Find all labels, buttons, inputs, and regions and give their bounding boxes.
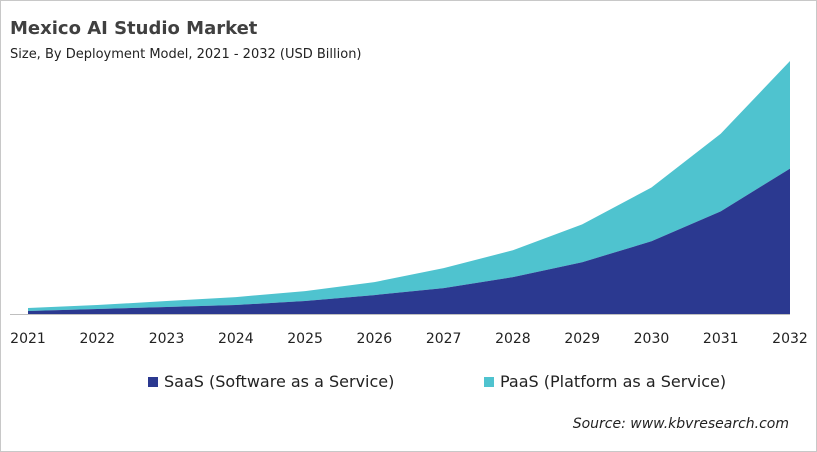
legend-swatch-saas: [148, 376, 158, 387]
area-series-saas: [28, 168, 790, 314]
x-tick-label: 2021: [10, 331, 46, 347]
x-tick-label: 2032: [772, 331, 808, 347]
x-tick-label: 2029: [564, 331, 600, 347]
x-tick-label: 2022: [79, 331, 115, 347]
x-tick-label: 2031: [703, 331, 739, 347]
x-tick-label: 2030: [634, 331, 670, 347]
legend-item-paas: PaaS (Platform as a Service): [484, 372, 726, 391]
legend-label-paas: PaaS (Platform as a Service): [500, 372, 727, 391]
x-tick-label: 2027: [426, 331, 462, 347]
legend-item-saas: SaaS (Software as a Service): [148, 372, 394, 391]
chart-subtitle: Size, By Deployment Model, 2021 - 2032 (…: [10, 47, 362, 62]
chart-plot: 2021 2022 2023 2024 2025 2026 2027 2028 2029 2030…: [10, 61, 808, 347]
x-tick-label: 2026: [357, 331, 393, 347]
legend-swatch-paas: [484, 376, 494, 387]
x-tick-label: 2025: [287, 331, 323, 347]
chart-title: Mexico AI Studio Market: [10, 18, 258, 39]
area-series-paas: [28, 61, 790, 312]
legend-label-saas: SaaS (Software as a Service): [164, 372, 395, 391]
x-tick-label: 2028: [495, 331, 531, 347]
x-tick-label: 2024: [218, 331, 254, 347]
source-note: Source: www.kbvresearch.com: [572, 416, 789, 432]
x-tick-label: 2023: [149, 331, 185, 347]
